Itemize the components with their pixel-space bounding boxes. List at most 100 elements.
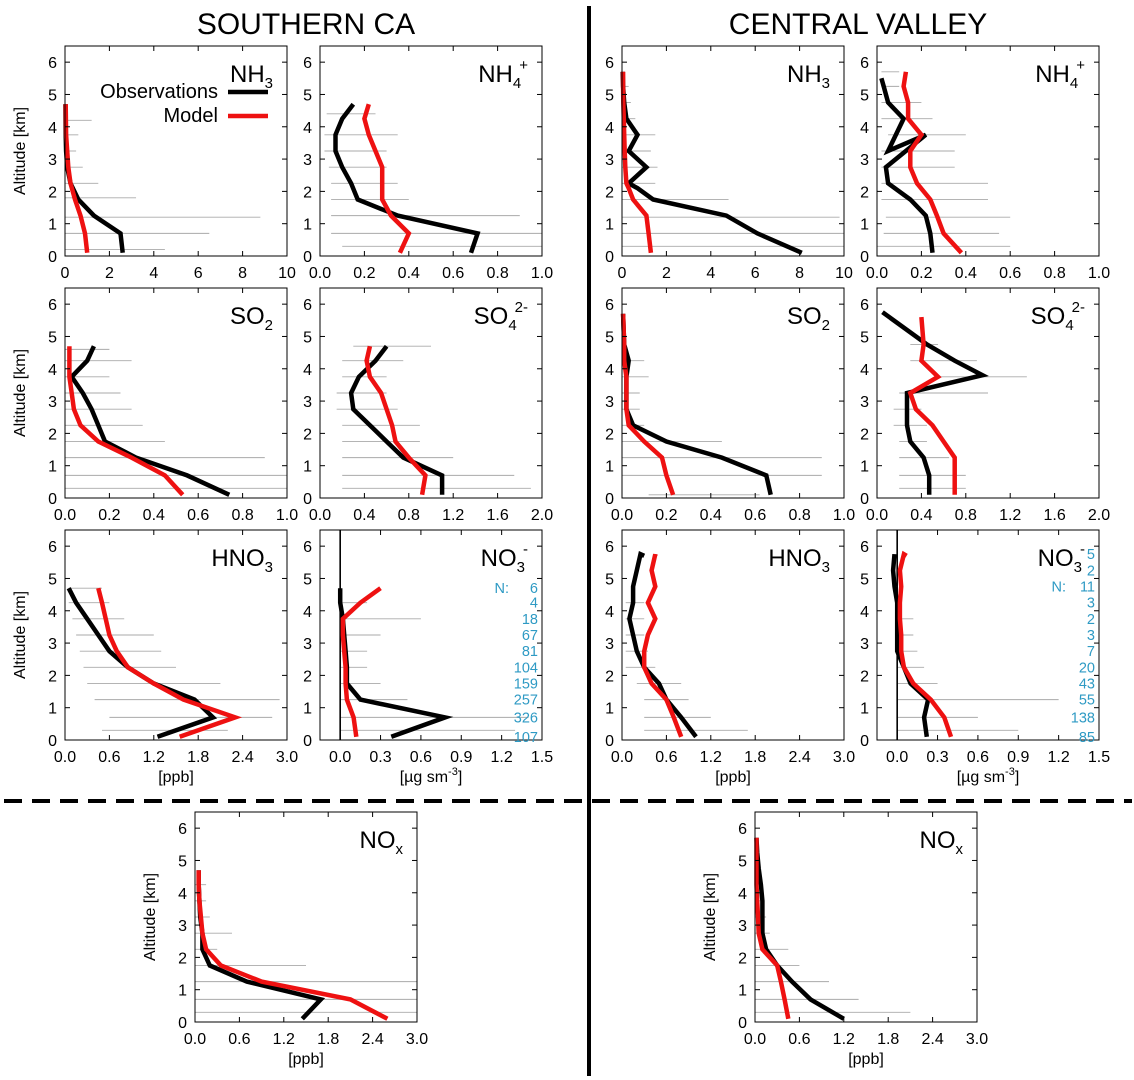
x-tick-label: 1.0 bbox=[276, 507, 298, 524]
x-tick-label: 1.2 bbox=[273, 1031, 295, 1048]
y-tick-label: 1 bbox=[605, 701, 614, 718]
x-tick-label: 2.0 bbox=[531, 507, 553, 524]
y-tick-label: 1 bbox=[605, 459, 614, 476]
x-axis-label: [ppb] bbox=[288, 1051, 324, 1068]
sample-count: 107 bbox=[514, 730, 538, 746]
y-tick-label: 1 bbox=[860, 701, 869, 718]
y-tick-label: 6 bbox=[303, 55, 312, 72]
x-tick-label: 3.0 bbox=[833, 749, 855, 766]
y-tick-label: 2 bbox=[860, 426, 869, 443]
y-tick-label: 3 bbox=[48, 152, 57, 169]
y-tick-label: 3 bbox=[303, 152, 312, 169]
y-tick-label: 6 bbox=[178, 821, 187, 838]
sample-count: 18 bbox=[522, 612, 538, 628]
species-title: NO3- bbox=[1038, 541, 1085, 576]
x-tick-label: 0.0 bbox=[611, 507, 633, 524]
y-tick-label: 2 bbox=[303, 668, 312, 685]
x-tick-label: 2 bbox=[105, 265, 114, 282]
panel-cv-so2: 0 1 2 3 4 5 6 0.0 0.2 0.4 0.6 0.8 1.0 SO2 bbox=[605, 287, 855, 524]
x-axis-label: [µg sm-3] bbox=[400, 766, 463, 786]
y-tick-label: 6 bbox=[860, 297, 869, 314]
y-tick-label: 2 bbox=[860, 668, 869, 685]
y-tick-label: 3 bbox=[303, 394, 312, 411]
x-tick-label: 1.2 bbox=[143, 749, 165, 766]
y-axis-label: Altitude [km] bbox=[12, 107, 29, 195]
series-line-observations bbox=[337, 588, 454, 739]
x-tick-label: 0.2 bbox=[910, 265, 932, 282]
x-tick-label: 0.6 bbox=[744, 507, 766, 524]
sample-count: 20 bbox=[1079, 660, 1095, 676]
x-tick-label: 1.5 bbox=[1088, 749, 1110, 766]
x-tick-label: 0.4 bbox=[398, 265, 420, 282]
plot-frame bbox=[64, 529, 288, 741]
panel-cv-nox: 0 1 2 3 4 5 6 0.0 0.6 1.2 1.8 2.4 3.0 NOx Altitude [km… bbox=[702, 811, 988, 1068]
sample-count: 3 bbox=[1087, 596, 1095, 612]
y-tick-label: 3 bbox=[303, 636, 312, 653]
y-tick-label: 1 bbox=[48, 459, 57, 476]
panel-cv-hno3: 0 1 2 3 4 5 6 0.0 0.6 1.2 1.8 2.4 3.0 HNO3 [ppb] bbox=[605, 529, 855, 786]
y-tick-label: 0 bbox=[605, 249, 614, 266]
x-tick-label: 1.8 bbox=[187, 749, 209, 766]
y-tick-label: 2 bbox=[738, 950, 747, 967]
y-tick-label: 3 bbox=[48, 636, 57, 653]
x-tick-label: 0.6 bbox=[187, 507, 209, 524]
y-tick-label: 6 bbox=[605, 297, 614, 314]
sample-count: 55 bbox=[1079, 693, 1095, 709]
x-tick-label: 0.9 bbox=[450, 749, 472, 766]
y-tick-label: 4 bbox=[605, 604, 614, 621]
y-tick-label: 5 bbox=[303, 329, 312, 346]
series-line-model bbox=[196, 870, 389, 1021]
y-tick-label: 2 bbox=[48, 426, 57, 443]
x-tick-label: 0.6 bbox=[788, 1031, 810, 1048]
y-tick-label: 2 bbox=[48, 668, 57, 685]
x-tick-label: 8 bbox=[795, 265, 804, 282]
x-tick-label: 6 bbox=[194, 265, 203, 282]
plot-frame bbox=[754, 811, 978, 1023]
sample-count: 6 bbox=[530, 581, 538, 597]
y-tick-label: 0 bbox=[860, 491, 869, 508]
plot-frame bbox=[621, 287, 845, 499]
x-tick-label: 1.0 bbox=[1088, 265, 1110, 282]
panel-sca-hno3: 0 1 2 3 4 5 6 0.0 0.6 1.2 1.8 2.4 3.0 HNO3 Altitude [k… bbox=[12, 529, 298, 786]
x-tick-label: 8 bbox=[238, 265, 247, 282]
x-tick-label: 0.0 bbox=[54, 749, 76, 766]
y-tick-label: 2 bbox=[605, 668, 614, 685]
plot-frame bbox=[319, 529, 543, 741]
x-tick-label: 0.8 bbox=[788, 507, 810, 524]
x-axis-label: [ppb] bbox=[848, 1051, 884, 1068]
x-tick-label: 1.8 bbox=[744, 749, 766, 766]
x-tick-label: 0.0 bbox=[744, 1031, 766, 1048]
x-tick-label: 2.4 bbox=[788, 749, 810, 766]
y-tick-label: 5 bbox=[303, 571, 312, 588]
series-line-observations bbox=[63, 104, 125, 254]
x-axis-label: [ppb] bbox=[715, 769, 751, 786]
series-line-model bbox=[620, 71, 654, 254]
panel-cv-so4: 0 1 2 3 4 5 6 0.0 0.4 0.8 1.2 1.6 2.0 SO42- bbox=[860, 287, 1110, 524]
series-line-model bbox=[907, 316, 957, 495]
species-title: SO2 bbox=[787, 303, 830, 334]
plot-frame bbox=[194, 811, 418, 1023]
series-line-model bbox=[901, 71, 964, 255]
series-line-observations bbox=[881, 310, 989, 495]
sample-count: 138 bbox=[1071, 710, 1095, 726]
y-tick-label: 4 bbox=[860, 362, 869, 379]
y-tick-label: 2 bbox=[605, 426, 614, 443]
x-tick-label: 0.8 bbox=[955, 507, 977, 524]
y-tick-label: 1 bbox=[738, 983, 747, 1000]
plot-frame bbox=[319, 287, 543, 499]
series-line-model bbox=[96, 587, 243, 739]
plot-frame bbox=[621, 529, 845, 741]
y-tick-label: 6 bbox=[303, 297, 312, 314]
y-tick-label: 0 bbox=[303, 249, 312, 266]
sample-count: 81 bbox=[522, 644, 538, 660]
x-tick-label: 4 bbox=[706, 265, 715, 282]
y-tick-label: 5 bbox=[178, 853, 187, 870]
legend: Observations Model bbox=[100, 81, 268, 127]
x-tick-label: 0.2 bbox=[98, 507, 120, 524]
series-line-observations bbox=[627, 551, 698, 739]
y-tick-label: 4 bbox=[303, 604, 312, 621]
y-tick-label: 4 bbox=[860, 120, 869, 137]
sample-count: 7 bbox=[1087, 644, 1095, 660]
series-line-model bbox=[67, 346, 185, 497]
